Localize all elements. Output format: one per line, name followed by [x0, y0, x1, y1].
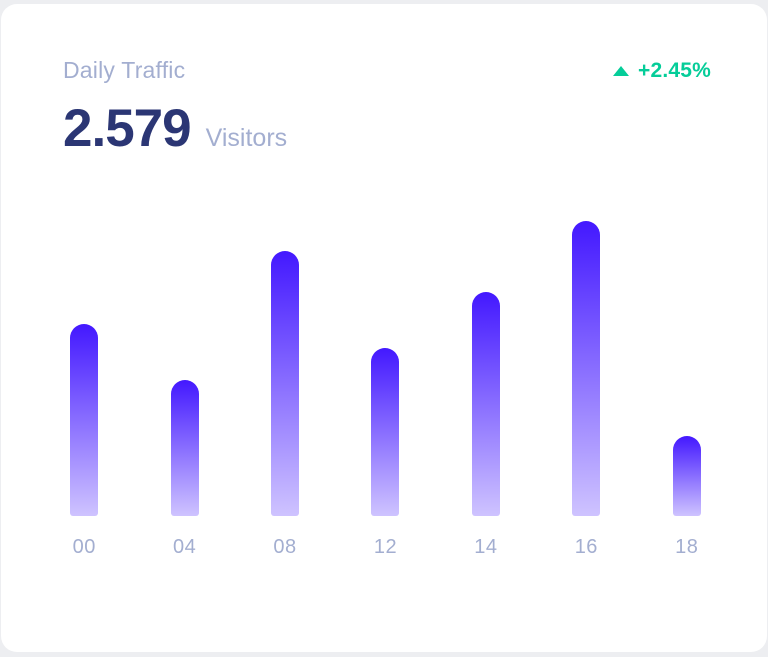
value-row: 2.579 Visitors — [63, 99, 767, 158]
x-tick-label-16: 16 — [574, 536, 598, 558]
bars-row — [34, 221, 737, 516]
chart-column-16 — [536, 221, 636, 516]
chart-column-04 — [134, 221, 234, 516]
delta-badge: +2.45% — [612, 59, 711, 83]
card-header: Daily Traffic +2.45% — [1, 4, 767, 84]
x-tick-label-18: 18 — [675, 536, 699, 558]
visitors-count: 2.579 — [63, 99, 192, 158]
daily-traffic-chart: 00 04 08 12 14 16 18 — [34, 221, 737, 559]
bar-18[interactable] — [672, 436, 701, 516]
bar-12[interactable] — [371, 347, 400, 516]
chart-column-00 — [34, 221, 134, 516]
delta-value: +2.45% — [637, 59, 711, 82]
bar-14[interactable] — [471, 291, 500, 516]
card-title: Daily Traffic — [63, 57, 186, 83]
bar-04[interactable] — [170, 380, 199, 516]
x-tick-label-00: 00 — [72, 536, 96, 558]
x-tick-label-08: 08 — [273, 536, 297, 558]
chart-column-18 — [637, 221, 737, 516]
x-tick-label-12: 12 — [373, 536, 398, 558]
x-tick-label-14: 14 — [474, 536, 498, 558]
bar-16[interactable] — [572, 221, 601, 516]
chart-column-08 — [235, 221, 335, 516]
x-tick-label-04: 04 — [173, 536, 197, 558]
x-axis-labels: 00 04 08 12 14 16 18 — [34, 536, 737, 559]
bar-08[interactable] — [271, 250, 300, 516]
visitors-label: Visitors — [205, 124, 288, 152]
chart-column-12 — [335, 221, 435, 516]
daily-traffic-card: Daily Traffic +2.45% 2.579 Visitors 00 04… — [1, 4, 767, 652]
trend-up-icon — [612, 66, 629, 76]
bar-00[interactable] — [70, 324, 99, 516]
chart-column-14 — [436, 221, 536, 516]
